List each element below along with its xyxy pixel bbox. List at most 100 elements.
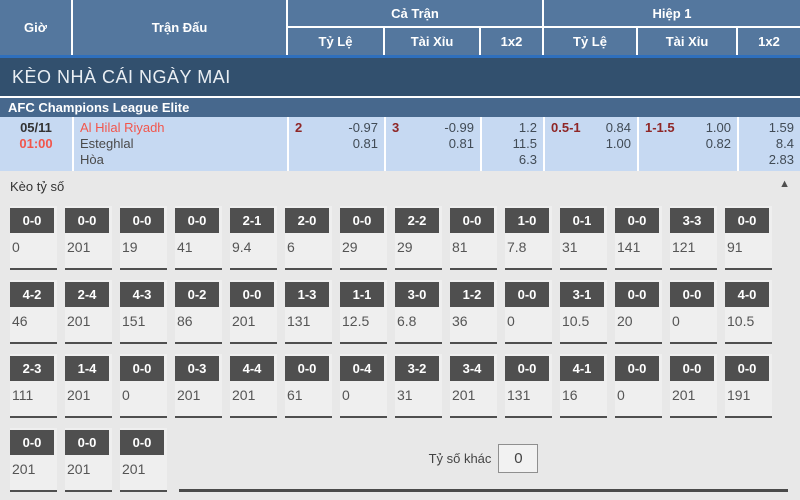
full-ou-odds-over[interactable]: -0.99	[444, 120, 474, 135]
other-score-label: Tỷ số khác	[428, 451, 492, 466]
col-header-full-ou: Tài Xỉu	[384, 27, 481, 55]
score-button[interactable]: 4-0	[725, 282, 769, 307]
score-odds: 81	[452, 239, 468, 255]
score-cell: 2-1 9.4	[230, 206, 277, 270]
half-ou-odds-under[interactable]: 0.82	[705, 136, 731, 151]
score-button[interactable]: 0-0	[120, 430, 164, 455]
half-1x2-cell: 1.59 8.4 2.83	[737, 117, 800, 171]
score-button[interactable]: 3-1	[560, 282, 604, 307]
score-cell: 0-0 0	[615, 354, 662, 418]
score-button[interactable]: 0-0	[725, 208, 769, 233]
score-button[interactable]: 1-2	[450, 282, 494, 307]
score-button[interactable]: 1-1	[340, 282, 384, 307]
score-cell: 0-1 31	[560, 206, 607, 270]
col-header-match: Trận Đấu	[72, 0, 288, 55]
score-cell: 3-4 201	[450, 354, 497, 418]
half-handicap-odds-away[interactable]: 1.00	[605, 136, 631, 151]
score-button[interactable]: 0-0	[65, 208, 109, 233]
score-odds: 201	[177, 387, 201, 403]
score-cell: 4-2 46	[10, 280, 57, 344]
score-button[interactable]: 4-1	[560, 356, 604, 381]
score-odds: 10.5	[727, 313, 755, 329]
score-button[interactable]: 4-2	[10, 282, 54, 307]
score-button[interactable]: 3-3	[670, 208, 714, 233]
score-button[interactable]: 2-0	[285, 208, 329, 233]
score-section-title: Kèo tỷ số	[10, 179, 65, 194]
full-handicap-odds-home[interactable]: -0.97	[348, 120, 378, 135]
score-odds: 29	[342, 239, 358, 255]
away-team-name[interactable]: Esteghlal	[80, 136, 134, 151]
score-button[interactable]: 2-3	[10, 356, 54, 381]
score-odds: 31	[397, 387, 413, 403]
half-1x2-away[interactable]: 2.83	[768, 152, 794, 167]
full-1x2-cell: 1.2 11.5 6.3	[480, 117, 543, 171]
score-button[interactable]: 3-2	[395, 356, 439, 381]
other-score-input[interactable]	[498, 444, 539, 473]
score-button[interactable]: 0-0	[615, 282, 659, 307]
home-team-name[interactable]: Al Hilal Riyadh	[80, 120, 165, 135]
score-cell: 0-0 201	[670, 354, 717, 418]
score-odds: 19	[122, 239, 138, 255]
score-cell: 4-3 151	[120, 280, 167, 344]
full-1x2-draw[interactable]: 11.5	[512, 136, 537, 151]
score-button[interactable]: 4-4	[230, 356, 274, 381]
section-banner: KÈO NHÀ CÁI NGÀY MAI	[0, 58, 800, 96]
full-1x2-away[interactable]: 6.3	[518, 152, 537, 167]
score-cell: 0-0 201	[120, 428, 167, 492]
score-button[interactable]: 4-3	[120, 282, 164, 307]
score-row-1: 0-0 0 0-0 201 0-0 19 0-0 41 2-1 9.4 2-0 6 0-0 29 2-2 29…	[0, 206, 800, 270]
score-button[interactable]: 0-1	[560, 208, 604, 233]
score-button[interactable]: 2-2	[395, 208, 439, 233]
score-button[interactable]: 2-1	[230, 208, 274, 233]
score-button[interactable]: 1-4	[65, 356, 109, 381]
score-button[interactable]: 0-2	[175, 282, 219, 307]
score-button[interactable]: 0-0	[450, 208, 494, 233]
score-odds: 201	[67, 313, 91, 329]
score-button[interactable]: 0-0	[230, 282, 274, 307]
half-ou-odds-over[interactable]: 1.00	[705, 120, 731, 135]
score-button[interactable]: 0-0	[670, 356, 714, 381]
match-teams-cell[interactable]: Al Hilal Riyadh Esteghlal Hòa	[72, 117, 287, 171]
score-button[interactable]: 0-0	[340, 208, 384, 233]
score-cell: 0-2 86	[175, 280, 222, 344]
full-ou-odds-under[interactable]: 0.81	[448, 136, 474, 151]
score-row-4: 0-0 201 0-0 201 0-0 201 Tỷ số khác	[0, 428, 800, 492]
full-1x2-home[interactable]: 1.2	[518, 120, 537, 135]
score-button[interactable]: 0-0	[65, 430, 109, 455]
score-button[interactable]: 3-0	[395, 282, 439, 307]
half-1x2-home[interactable]: 1.59	[768, 120, 794, 135]
score-button[interactable]: 0-4	[340, 356, 384, 381]
half-ou-line: 1-1.5	[645, 120, 675, 135]
score-button[interactable]: 0-0	[120, 356, 164, 381]
score-button[interactable]: 1-3	[285, 282, 329, 307]
score-odds: 201	[12, 461, 36, 477]
score-button[interactable]: 0-0	[285, 356, 329, 381]
half-1x2-draw[interactable]: 8.4	[775, 136, 794, 151]
score-cell: 0-4 0	[340, 354, 387, 418]
score-odds: 29	[397, 239, 413, 255]
score-odds: 121	[672, 239, 696, 255]
league-bar[interactable]: AFC Champions League Elite	[0, 96, 800, 117]
score-button[interactable]: 0-0	[615, 208, 659, 233]
score-button[interactable]: 0-0	[120, 208, 164, 233]
score-odds: 111	[12, 387, 34, 403]
score-button[interactable]: 1-0	[505, 208, 549, 233]
score-odds: 201	[67, 387, 91, 403]
score-button[interactable]: 0-3	[175, 356, 219, 381]
score-button[interactable]: 3-4	[450, 356, 494, 381]
score-button[interactable]: 0-0	[505, 356, 549, 381]
half-handicap-odds-home[interactable]: 0.84	[605, 120, 631, 135]
score-button[interactable]: 2-4	[65, 282, 109, 307]
score-cell: 4-1 16	[560, 354, 607, 418]
scroll-up-icon[interactable]: ▲	[779, 178, 790, 190]
score-cell: 0-0 0	[670, 280, 717, 344]
score-button[interactable]: 0-0	[505, 282, 549, 307]
score-cell: 2-0 6	[285, 206, 332, 270]
score-button[interactable]: 0-0	[725, 356, 769, 381]
score-button[interactable]: 0-0	[10, 430, 54, 455]
full-handicap-odds-away[interactable]: 0.81	[352, 136, 378, 151]
score-button[interactable]: 0-0	[10, 208, 54, 233]
score-button[interactable]: 0-0	[615, 356, 659, 381]
score-button[interactable]: 0-0	[175, 208, 219, 233]
score-button[interactable]: 0-0	[670, 282, 714, 307]
